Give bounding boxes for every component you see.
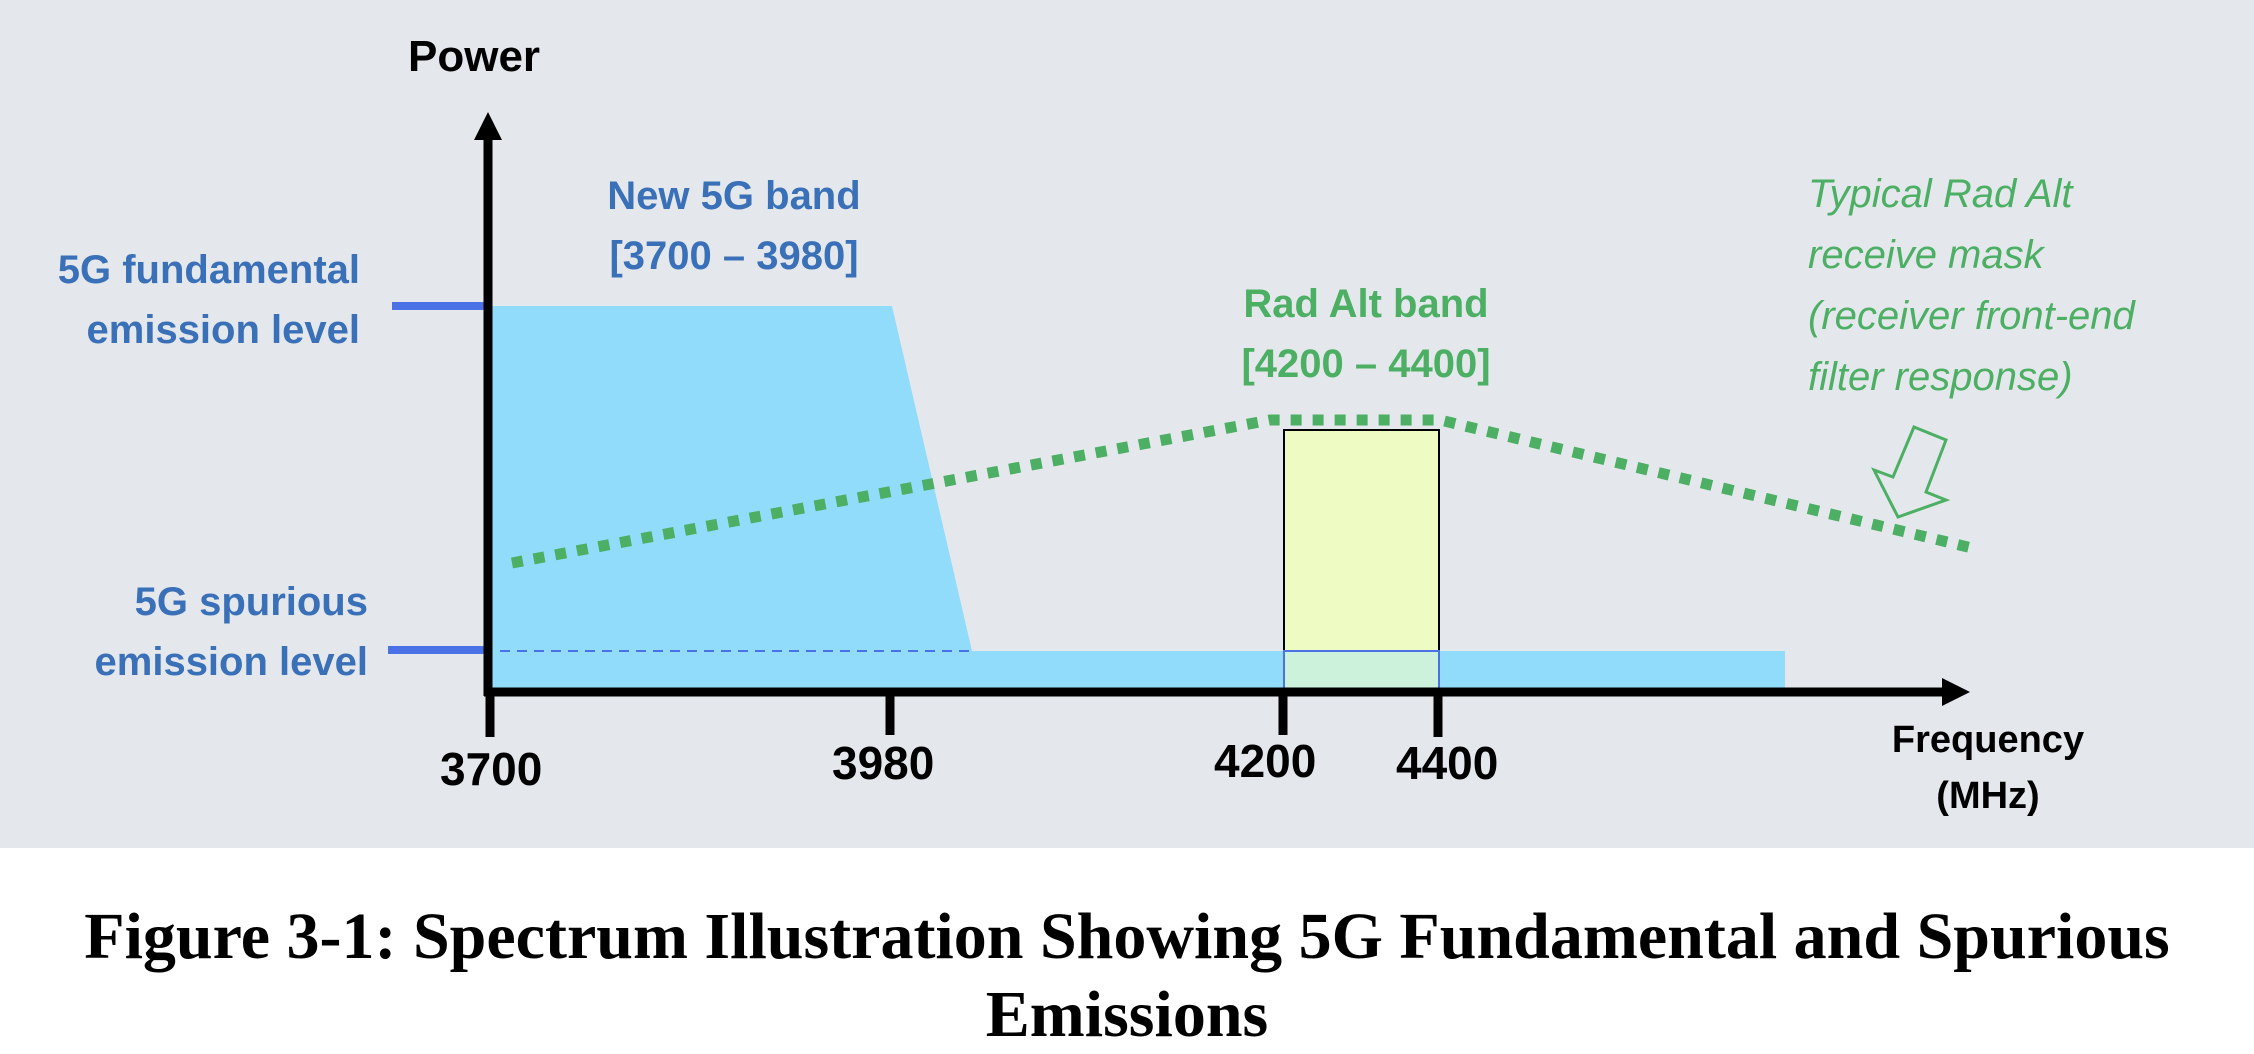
y-axis-label: Power	[408, 32, 541, 81]
tick-label-4200: 4200	[1214, 735, 1317, 787]
caption-line1: Figure 3-1: Spectrum Illustration Showin…	[84, 900, 2170, 973]
x-axis-arrow-icon	[1942, 678, 1970, 706]
mask-pointer-arrow-icon	[1870, 425, 1951, 519]
x-axis-label-line1: Frequency	[1891, 719, 2085, 761]
spectrum-figure: Power 5G fundamental emission level 5G s…	[0, 0, 2254, 848]
spurious-label-line2: emission level	[94, 640, 368, 684]
rad-alt-overlap	[1283, 650, 1440, 692]
mask-annotation-line2: receive mask	[1808, 233, 2044, 277]
mask-annotation-line3: (receiver front-end	[1808, 294, 2135, 338]
spurious-level-label: 5G spurious emission level	[22, 572, 368, 692]
fundamental-label-line1: 5G fundamental	[57, 248, 360, 292]
new-5g-band-label: New 5G band [3700 – 3980]	[592, 166, 876, 286]
tick-label-3700: 3700	[440, 743, 543, 795]
rad-alt-band-range: [4200 – 4400]	[1241, 342, 1491, 386]
fundamental-label-line2: emission level	[86, 308, 360, 352]
rad-alt-band-title: Rad Alt band	[1243, 282, 1489, 326]
spectrum-diagram	[388, 112, 1974, 737]
figure-caption: Figure 3-1: Spectrum Illustration Showin…	[0, 848, 2254, 1051]
fundamental-level-label: 5G fundamental emission level	[22, 240, 360, 360]
fundamental-emission-area	[490, 306, 972, 651]
spurious-label-line1: 5G spurious	[134, 580, 368, 624]
x-axis-label: Frequency (MHz)	[1878, 712, 2098, 824]
spurious-emission-band	[490, 651, 1785, 691]
caption-line2: Emissions	[985, 978, 1269, 1051]
rad-alt-band-box	[1283, 429, 1440, 652]
tick-label-4400: 4400	[1396, 737, 1499, 789]
mask-annotation-line1: Typical Rad Alt	[1808, 172, 2073, 216]
tick-label-3980: 3980	[832, 737, 935, 789]
mask-annotation: Typical Rad Alt receive mask (receiver f…	[1808, 164, 2135, 408]
new-5g-band-range: [3700 – 3980]	[609, 234, 859, 278]
y-axis-arrow-icon	[474, 112, 502, 140]
new-5g-band-title: New 5G band	[607, 174, 861, 218]
rad-alt-receive-mask	[510, 414, 1974, 569]
rad-alt-band-label: Rad Alt band [4200 – 4400]	[1226, 274, 1506, 394]
mask-annotation-line4: filter response)	[1808, 355, 2073, 399]
x-axis-label-line2: (MHz)	[1936, 775, 2040, 817]
